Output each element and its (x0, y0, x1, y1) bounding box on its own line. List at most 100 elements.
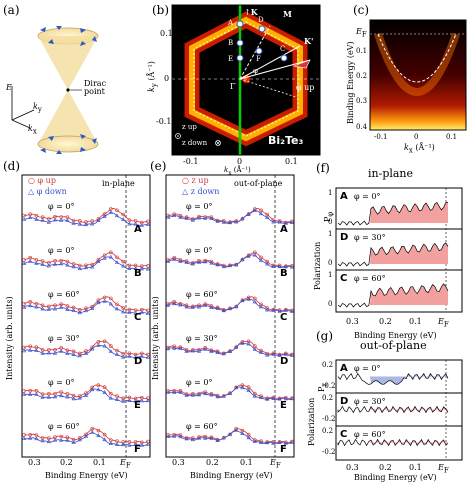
spectrum-marker (196, 348, 202, 353)
spectrum-marker (178, 434, 183, 439)
row-angle-label: φ = 0° (48, 246, 75, 255)
row-point-label: A (134, 224, 142, 235)
fermi-surface-map (171, 0, 321, 156)
spectrum-marker (96, 298, 101, 303)
spectrum-marker (215, 350, 220, 354)
polarization-line (337, 283, 449, 308)
z-down-label: z down (182, 139, 208, 147)
spectrum-marker (96, 259, 101, 263)
e-xtick-1: 0.3 (172, 458, 185, 467)
b-ytick-2: 0 (164, 74, 170, 83)
spectrum-marker (259, 348, 263, 353)
spectrum-marker (178, 215, 183, 219)
spectrum-marker (265, 352, 270, 357)
spectrum-marker (190, 348, 195, 353)
in-plane-edc-curves (21, 207, 151, 447)
spectrum-marker (115, 255, 119, 260)
spectrum-marker (127, 442, 132, 447)
spectrum-marker (78, 435, 82, 440)
spectrum-marker (139, 266, 144, 271)
spectrum-marker (139, 354, 144, 358)
spectrum-marker (265, 306, 270, 310)
spectrum-marker (246, 253, 251, 258)
spectrum-marker (165, 434, 171, 438)
spectrum-marker (121, 263, 126, 268)
spectrum-marker (283, 221, 288, 225)
spectrum-marker (28, 303, 33, 308)
spectrum-marker (102, 437, 107, 442)
spectrum-marker (59, 348, 64, 353)
legend-z-down: △ z down (182, 187, 220, 196)
kx-axis-label: kx (28, 124, 37, 136)
spectrum-line (23, 345, 148, 359)
binding-energy-axis-e: Binding Energy (eV) (190, 471, 273, 480)
spectrum-marker (227, 349, 233, 353)
spectrum-marker (277, 396, 282, 401)
legend-phi-down: △ φ down (28, 187, 67, 196)
in-plane-title-d: in-plane (102, 179, 135, 188)
spectrum-marker (96, 300, 101, 305)
spectrum-marker (203, 259, 208, 264)
spectrum-marker (102, 343, 107, 348)
pol-row-label: C (340, 429, 348, 440)
dirac-point-label: Dirac point (84, 79, 107, 96)
spectrum-marker (90, 221, 95, 226)
polarization-fill (370, 373, 448, 385)
spectrum-marker (265, 396, 270, 401)
row-point-label: D (134, 356, 143, 367)
row-point-label: A (280, 224, 288, 235)
spectrum-marker (283, 441, 288, 445)
spectrum-marker (46, 439, 51, 444)
binding-energy-axis-c: Binding Energy (eV) (346, 41, 355, 124)
spectrum-line (167, 430, 293, 444)
spectrum-line (167, 210, 293, 224)
spectrum-marker (253, 391, 257, 396)
pol-ytick: 0 (328, 300, 333, 308)
spectrum-marker (28, 392, 33, 396)
d-xtick-2: 0.2 (60, 458, 73, 467)
spectrum-marker (252, 252, 257, 257)
spectrum-marker (77, 266, 82, 271)
energy-axis-label: E (6, 83, 12, 92)
spectrum-marker (133, 266, 138, 271)
spectrum-marker (234, 262, 239, 267)
b-xtick-3: 0.1 (285, 157, 298, 166)
pol-row-label: A (340, 363, 348, 374)
spectrum-marker (84, 391, 88, 396)
polarization-line (337, 242, 449, 267)
ef-tick-f: EF (438, 317, 449, 329)
spectrum-marker (221, 219, 226, 224)
spectrum-marker (133, 398, 138, 403)
spectrum-marker (127, 218, 132, 222)
spectrum-marker (165, 303, 171, 307)
spectrum-marker (90, 346, 95, 351)
ky-axis-label: ky (33, 102, 42, 114)
spectrum-marker (209, 216, 214, 220)
spectrum-marker (90, 387, 95, 392)
spectrum-marker (115, 348, 119, 353)
spectrum-marker (209, 392, 214, 396)
out-of-plane-edc-frame (165, 174, 295, 458)
pol-ytick: -0.2 (322, 448, 336, 456)
spectrum-marker (290, 219, 294, 224)
spectrum-marker (109, 296, 113, 301)
spectrum-marker (21, 392, 27, 396)
spectrum-marker (133, 442, 138, 446)
spectrum-line (23, 212, 149, 226)
spectrum-marker (83, 308, 89, 313)
spectrum-marker (28, 347, 33, 352)
panel-label-c: (c) (353, 3, 370, 17)
spectrum-marker (166, 433, 170, 437)
spectrum-marker (84, 349, 88, 353)
spectrum-marker (65, 351, 70, 355)
out-of-plane-edc-curves (165, 207, 295, 445)
pol-row-angle: φ = 60° (354, 430, 386, 439)
c-ytick-4: 0.4 (356, 123, 368, 131)
spectrum-marker (289, 264, 295, 269)
spectrum-marker (165, 214, 171, 219)
panel-label-f: (f) (316, 161, 330, 175)
spectrum-marker (102, 339, 107, 344)
pol-row-angle: φ = 30° (354, 397, 386, 406)
spectrum-marker (209, 305, 214, 309)
spectrum-line (23, 251, 149, 267)
